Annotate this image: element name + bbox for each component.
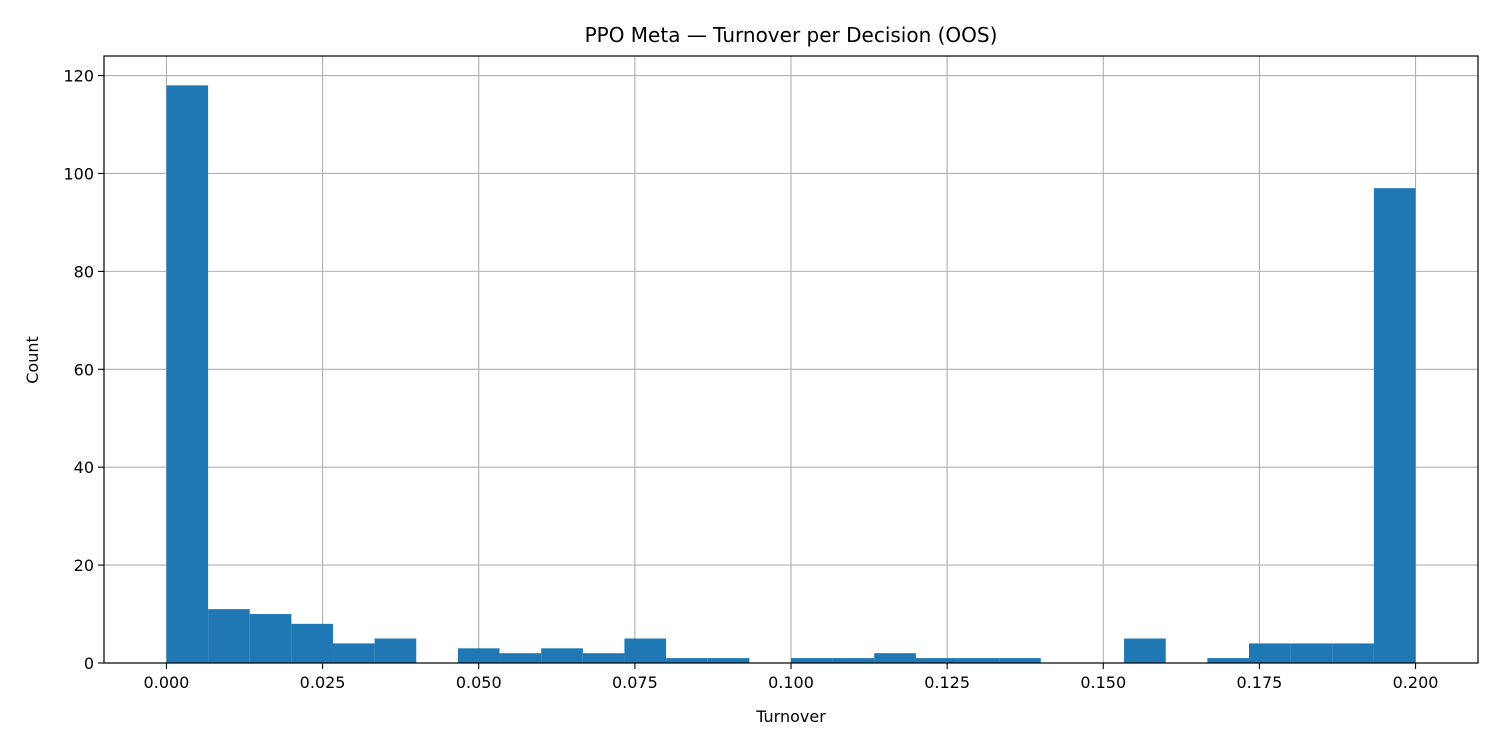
histogram-bar xyxy=(249,614,292,663)
histogram-bar xyxy=(1248,643,1291,663)
histogram-bar xyxy=(832,658,875,663)
y-tick-label: 100 xyxy=(63,164,94,183)
histogram-bar xyxy=(1332,643,1374,663)
y-tick-label: 40 xyxy=(74,458,94,477)
x-tick-label: 0.075 xyxy=(612,673,658,692)
chart-title: PPO Meta — Turnover per Decision (OOS) xyxy=(585,23,998,47)
histogram-bar xyxy=(707,658,750,663)
y-tick-label: 20 xyxy=(74,556,94,575)
histogram-bar xyxy=(291,623,334,663)
histogram-bar xyxy=(457,648,500,663)
histogram-bar xyxy=(208,609,250,663)
x-axis-label: Turnover xyxy=(755,707,826,726)
histogram-bars xyxy=(166,85,1416,663)
histogram-bar xyxy=(541,648,583,663)
x-tick-label: 0.200 xyxy=(1393,673,1439,692)
x-tick-label: 0.050 xyxy=(456,673,502,692)
y-tick-label: 60 xyxy=(74,360,94,379)
histogram-bar xyxy=(874,653,916,663)
histogram-bar xyxy=(957,658,1000,663)
histogram-bar xyxy=(1373,188,1416,663)
x-tick-label: 0.125 xyxy=(924,673,970,692)
histogram-bar xyxy=(499,653,542,663)
x-tick-label: 0.175 xyxy=(1237,673,1283,692)
histogram-bar xyxy=(166,85,209,663)
axis-ticks: 0.000 0.025 0.050 0.075 0.100 0.125 0.150 0.175… xyxy=(63,67,1438,692)
histogram-bar xyxy=(624,638,667,663)
histogram-bar xyxy=(791,658,833,663)
y-tick-label: 0 xyxy=(84,654,94,673)
histogram-bar xyxy=(1290,643,1333,663)
histogram-bar xyxy=(1207,658,1249,663)
x-tick-label: 0.150 xyxy=(1080,673,1126,692)
histogram-bar xyxy=(1124,638,1166,663)
histogram-bar xyxy=(582,653,625,663)
x-tick-label: 0.000 xyxy=(144,673,190,692)
grid-lines xyxy=(104,56,1478,664)
histogram-bar xyxy=(666,658,708,663)
x-tick-label: 0.100 xyxy=(768,673,814,692)
histogram-bar xyxy=(915,658,958,663)
y-axis-label: Count xyxy=(23,336,42,384)
y-tick-label: 80 xyxy=(74,262,94,281)
x-tick-label: 0.025 xyxy=(300,673,346,692)
histogram-bar xyxy=(333,643,375,663)
y-tick-label: 120 xyxy=(63,67,94,86)
histogram-bar xyxy=(999,658,1041,663)
histogram-bar xyxy=(374,638,417,663)
